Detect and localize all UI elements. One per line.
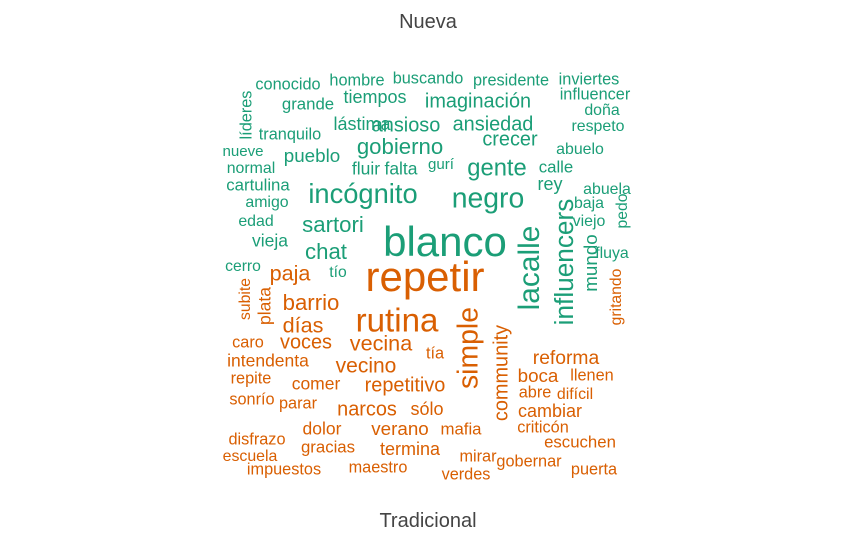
word-nueva-32: normal xyxy=(227,160,276,177)
word-nueva-45: nueve xyxy=(222,143,263,160)
word-tradicional-0: repetir xyxy=(365,253,484,300)
word-tradicional-11: narcos xyxy=(337,398,397,420)
word-nueva-34: abuela xyxy=(583,181,631,198)
word-nueva-6: gobierno xyxy=(357,134,443,159)
word-tradicional-8: voces xyxy=(280,331,332,353)
word-tradicional-16: sólo xyxy=(410,399,443,419)
word-nueva-13: mundo xyxy=(580,234,601,291)
word-tradicional-14: verano xyxy=(371,418,428,439)
word-tradicional-34: disfrazo xyxy=(228,430,285,448)
word-nueva-38: respeto xyxy=(571,118,624,135)
word-nueva-36: amigo xyxy=(245,194,288,211)
word-tradicional-39: gobernar xyxy=(496,452,562,470)
word-nueva-26: buscando xyxy=(393,69,464,87)
group-title-tradicional: Tradicional xyxy=(379,510,476,532)
word-tradicional-35: escuela xyxy=(223,448,278,465)
group-title-nueva: Nueva xyxy=(399,11,458,33)
word-nueva-16: lástima xyxy=(333,114,391,134)
word-tradicional-5: paja xyxy=(270,261,312,286)
word-tradicional-2: simple xyxy=(453,307,485,389)
word-tradicional-19: comer xyxy=(292,374,341,394)
word-nueva-24: conocido xyxy=(255,75,320,93)
word-nueva-31: líderes xyxy=(237,91,255,140)
word-tradicional-17: termina xyxy=(380,439,441,459)
word-tradicional-30: parar xyxy=(279,394,318,412)
word-nueva-40: viejo xyxy=(573,213,606,230)
word-tradicional-27: repite xyxy=(231,369,272,387)
word-nueva-2: negro xyxy=(452,183,525,215)
word-nueva-15: tiempos xyxy=(343,87,406,107)
word-nueva-8: chat xyxy=(305,239,347,264)
word-tradicional-31: abre xyxy=(519,383,552,401)
word-nueva-30: tranquilo xyxy=(259,125,321,143)
word-tradicional-33: criticón xyxy=(517,418,569,436)
word-nueva-0: blanco xyxy=(383,218,507,265)
word-tradicional-9: reforma xyxy=(533,348,600,369)
word-tradicional-20: plata xyxy=(255,287,275,325)
word-nueva-10: imaginación xyxy=(425,90,531,112)
word-nueva-12: ansiedad xyxy=(453,113,534,135)
word-nueva-43: cerro xyxy=(225,258,261,275)
word-nueva-41: fluya xyxy=(595,245,629,262)
word-layer: blanco lacalle negro incógnito influencers ge… xyxy=(222,69,631,483)
word-nueva-29: influencer xyxy=(560,85,631,103)
word-tradicional-24: escuchen xyxy=(544,432,616,451)
word-tradicional-26: tía xyxy=(426,344,445,362)
word-nueva-3: incógnito xyxy=(308,178,417,209)
word-nueva-14: pueblo xyxy=(284,145,340,166)
word-tradicional-40: puerta xyxy=(571,460,618,478)
word-tradicional-38: mirar xyxy=(459,447,497,465)
word-tradicional-12: community xyxy=(490,325,512,421)
word-tradicional-3: barrio xyxy=(283,290,340,315)
word-tradicional-10: repetitivo xyxy=(365,374,446,396)
word-nueva-22: cartulina xyxy=(226,175,290,194)
word-nueva-20: vieja xyxy=(252,231,288,251)
word-tradicional-41: verdes xyxy=(442,465,491,483)
word-tradicional-37: maestro xyxy=(349,458,408,476)
word-tradicional-6: vecina xyxy=(350,331,413,356)
word-nueva-7: sartori xyxy=(302,212,364,237)
word-nueva-42: pedo xyxy=(614,193,631,228)
word-tradicional-28: llenen xyxy=(570,366,613,384)
word-tradicional-22: gracias xyxy=(301,437,355,456)
word-tradicional-7: vecino xyxy=(336,355,397,378)
word-tradicional-36: impuestos xyxy=(247,460,321,478)
word-tradicional-23: mafia xyxy=(440,419,482,438)
word-nueva-39: baja xyxy=(574,195,604,212)
word-nueva-11: ansioso xyxy=(372,114,441,136)
word-tradicional-18: intendenta xyxy=(227,351,309,371)
word-nueva-23: calle xyxy=(539,157,574,176)
word-nueva-9: crecer xyxy=(482,128,538,150)
word-tradicional-13: boca xyxy=(518,365,559,386)
word-tradicional-1: rutina xyxy=(356,303,439,340)
word-tradicional-42: subite xyxy=(237,278,254,320)
word-tradicional-29: sonrío xyxy=(229,390,274,408)
word-nueva-33: abuelo xyxy=(556,141,604,158)
word-tradicional-32: difícil xyxy=(557,386,593,403)
word-tradicional-21: dolor xyxy=(303,419,342,439)
word-nueva-4: influencers xyxy=(549,199,579,326)
word-nueva-1: lacalle xyxy=(513,226,546,311)
word-nueva-17: rey xyxy=(537,174,562,194)
word-nueva-46: gurí xyxy=(428,156,455,173)
word-nueva-18: fluir xyxy=(352,159,380,179)
word-nueva-37: doña xyxy=(584,102,620,119)
word-nueva-5: gente xyxy=(467,154,527,181)
word-nueva-28: inviertes xyxy=(559,70,620,88)
word-nueva-21: grande xyxy=(282,94,334,113)
word-nueva-19: falta xyxy=(384,159,417,179)
word-tradicional-15: cambiar xyxy=(518,401,582,421)
word-nueva-44: tío xyxy=(329,264,347,281)
word-tradicional-43: gritando xyxy=(608,268,625,325)
word-nueva-25: hombre xyxy=(329,71,384,89)
word-tradicional-4: días xyxy=(283,313,324,338)
word-tradicional-25: caro xyxy=(232,333,264,351)
word-nueva-27: presidente xyxy=(473,71,549,89)
word-nueva-35: edad xyxy=(238,213,273,230)
